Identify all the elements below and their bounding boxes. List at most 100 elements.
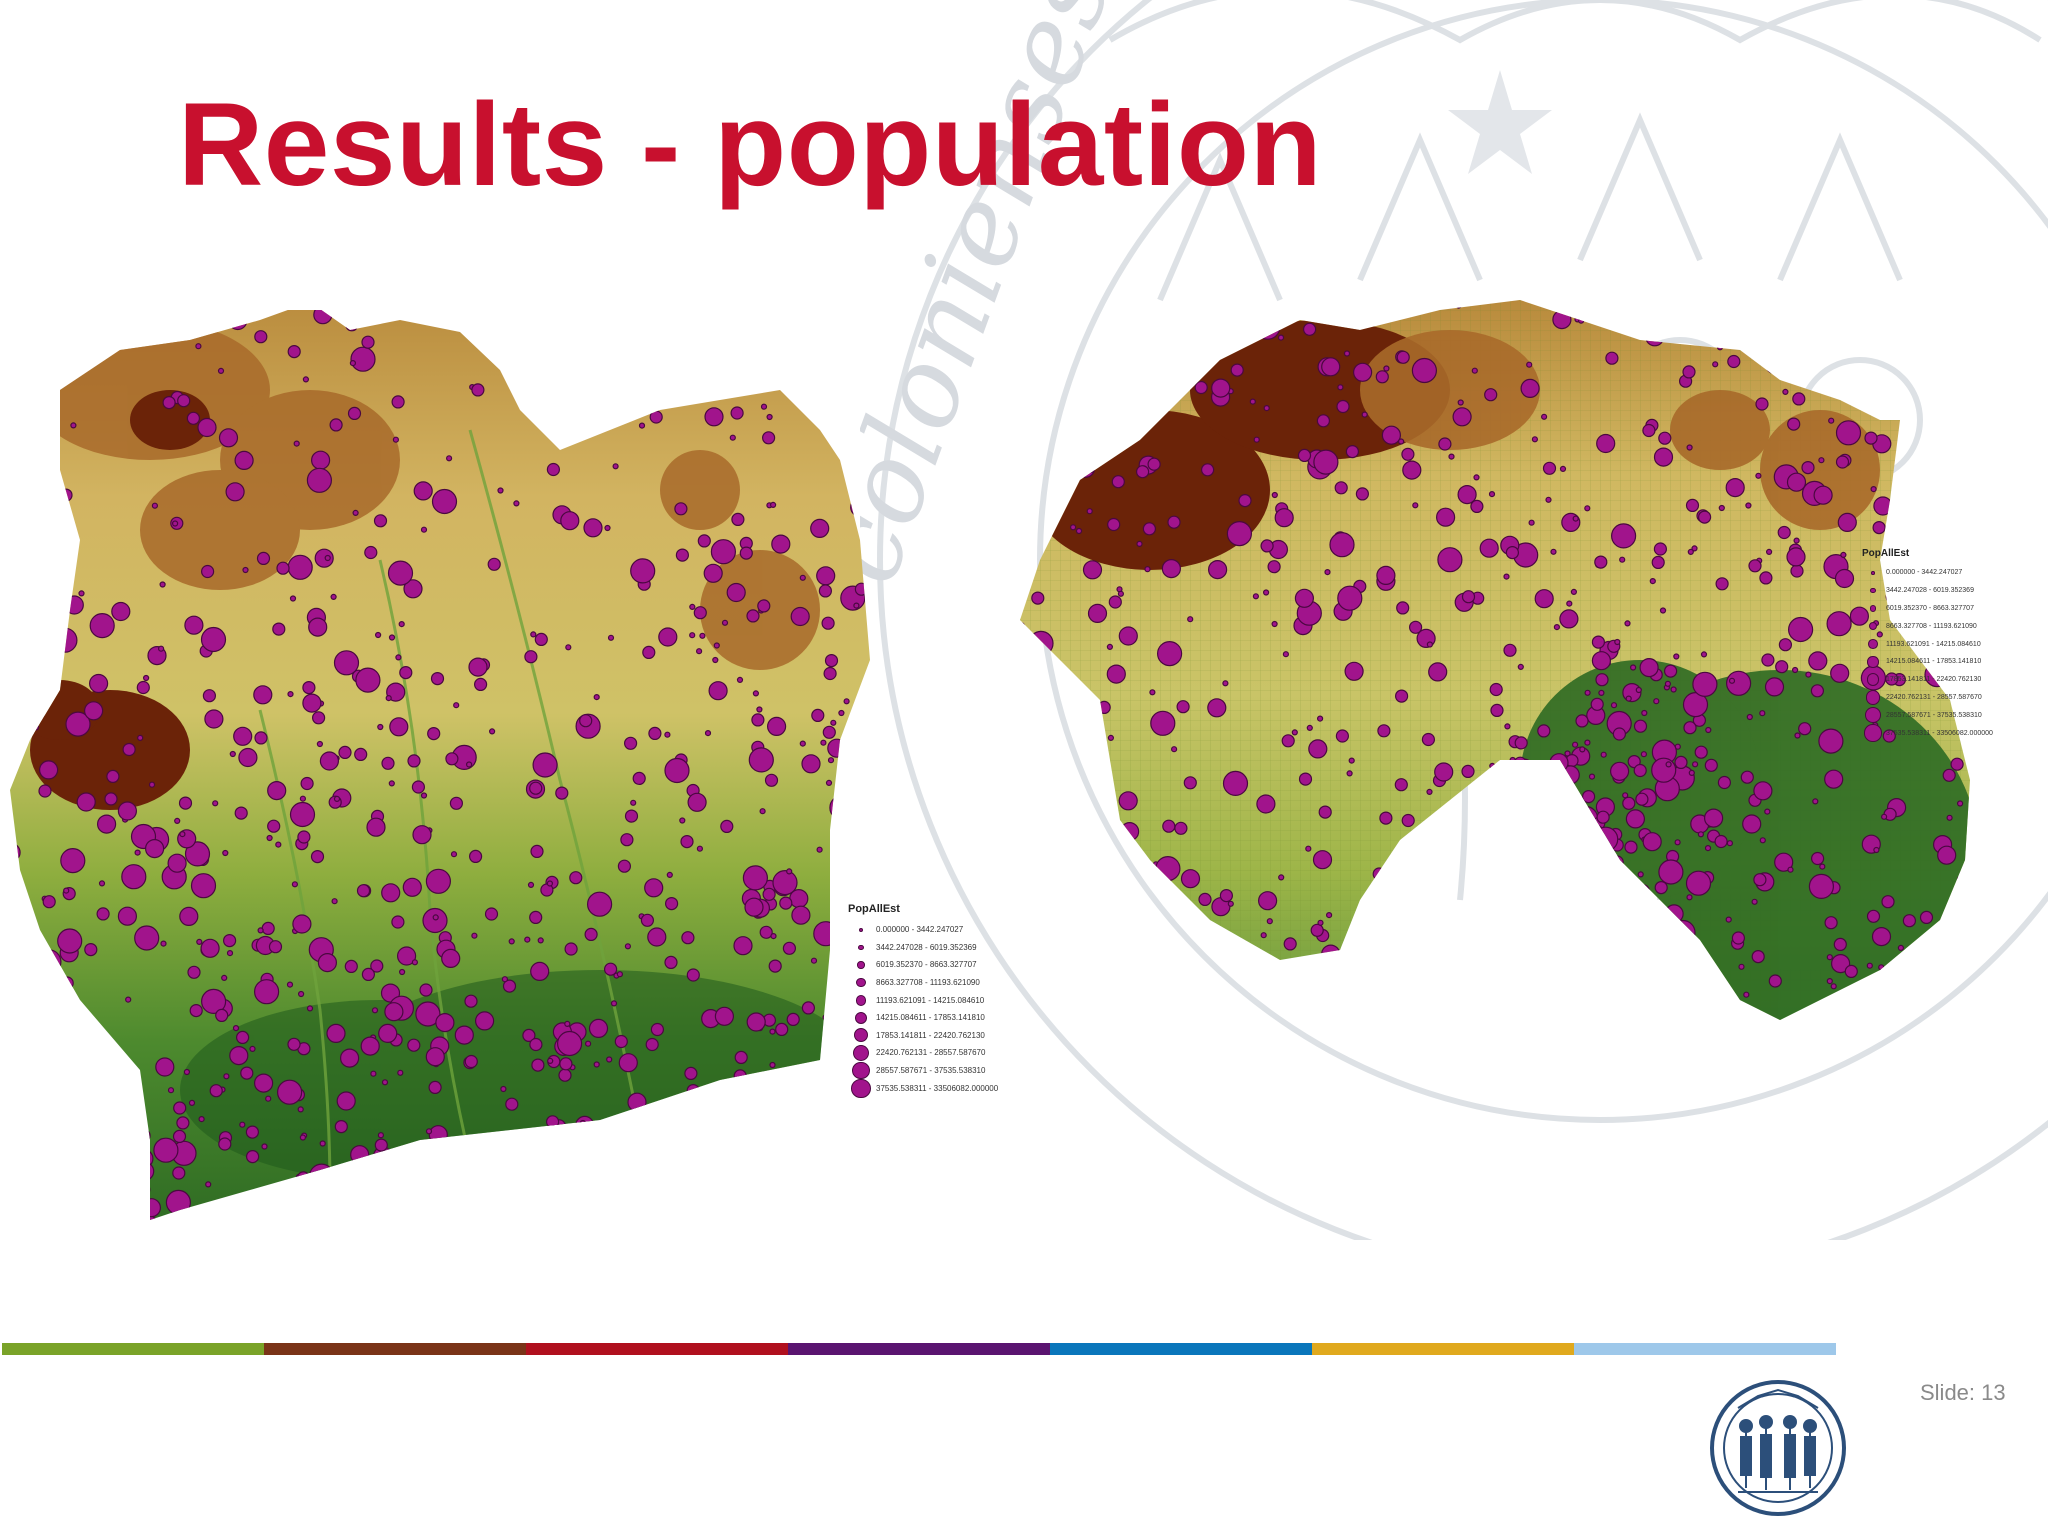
settlement-point <box>1048 916 1068 937</box>
settlement-point <box>1428 662 1448 682</box>
settlement-point <box>680 834 694 849</box>
settlement-point <box>839 856 847 863</box>
settlement-point <box>545 1115 560 1129</box>
settlement-point <box>454 1025 474 1045</box>
settlement-point <box>1166 300 1186 319</box>
settlement-point <box>1144 566 1151 573</box>
settlement-point <box>1139 955 1165 982</box>
settlement-point <box>119 1152 133 1166</box>
settlement-point <box>579 1119 587 1127</box>
settlement-point <box>665 1212 672 1219</box>
settlement-point <box>136 680 150 695</box>
settlement-point <box>111 1181 131 1201</box>
settlement-point <box>1685 870 1712 896</box>
settlement-point <box>1198 1120 1210 1132</box>
settlement-point <box>556 1030 583 1057</box>
settlement-point <box>527 881 535 889</box>
settlement-point <box>1505 546 1519 560</box>
settlement-point <box>849 874 856 881</box>
settlement-point <box>734 1165 748 1180</box>
settlement-point <box>296 1171 310 1185</box>
settlement-point <box>1624 840 1638 854</box>
settlement-point <box>645 1037 659 1052</box>
legend-title: PopAllEst <box>1862 548 1910 559</box>
settlement-point <box>806 317 821 331</box>
legend-item: 3442.247028 - 6019.352369 <box>848 939 1058 957</box>
settlement-point <box>1755 472 1762 479</box>
settlement-point <box>721 619 729 626</box>
settlement-point <box>1335 729 1349 743</box>
settlement-point <box>1395 689 1409 703</box>
settlement-point <box>730 406 744 420</box>
settlement-point <box>547 1057 554 1065</box>
settlement-point <box>1960 396 1970 416</box>
settlement-point <box>838 709 845 717</box>
settlement-point <box>1832 1031 1844 1043</box>
settlement-point <box>1118 353 1144 379</box>
settlement-point <box>704 407 724 427</box>
settlement-point <box>1764 354 1785 375</box>
settlement-point <box>1818 457 1825 464</box>
settlement-point <box>1786 472 1807 492</box>
settlement-point <box>1791 666 1799 674</box>
settlement-point <box>816 566 836 586</box>
settlement-point <box>276 561 290 575</box>
settlement-point <box>684 1066 698 1081</box>
settlement-point <box>420 526 428 533</box>
settlement-point <box>254 979 280 1005</box>
settlement-point <box>1787 866 1794 873</box>
settlement-point <box>1686 894 1693 901</box>
settlement-point <box>1065 689 1085 709</box>
settlement-point <box>352 509 359 516</box>
settlement-point <box>697 1150 711 1165</box>
settlement-point <box>1658 859 1684 885</box>
settlement-point <box>298 1227 303 1230</box>
color-bar-segment <box>1050 1343 1312 1355</box>
settlement-point <box>1489 682 1503 697</box>
settlement-point <box>1106 664 1126 684</box>
settlement-point <box>561 422 575 436</box>
settlement-point <box>713 642 720 649</box>
settlement-point <box>1880 813 1888 820</box>
settlement-point <box>10 1188 32 1214</box>
settlement-point <box>612 463 619 470</box>
settlement-point <box>1813 300 1834 312</box>
settlement-point <box>1910 1130 1928 1148</box>
settlement-point <box>623 736 638 750</box>
settlement-point <box>1528 519 1535 526</box>
settlement-point <box>355 667 381 693</box>
legend-label: 28557.587671 - 37535.538310 <box>1886 711 1982 719</box>
settlement-point <box>1238 1127 1256 1145</box>
settlement-point <box>91 1201 105 1216</box>
settlement-point <box>58 991 79 1011</box>
settlement-point <box>825 1172 839 1186</box>
settlement-point <box>1305 845 1312 852</box>
settlement-point <box>1743 991 1750 998</box>
settlement-point <box>1640 751 1648 758</box>
settlement-point <box>399 666 413 680</box>
settlement-point <box>1778 638 1793 652</box>
settlement-point <box>1288 1156 1306 1174</box>
settlement-point <box>1237 997 1251 1012</box>
settlement-point <box>309 1163 335 1189</box>
settlement-point <box>1939 1095 1944 1100</box>
settlement-point <box>1084 343 1091 350</box>
legend-label: 17853.141811 - 22420.762130 <box>1886 676 1982 684</box>
settlement-point <box>1321 944 1341 964</box>
settlement-point <box>736 1182 756 1202</box>
settlement-point <box>212 800 219 807</box>
settlement-point <box>574 1160 581 1168</box>
legend-item: 28557.587671 - 37535.538310 <box>1862 706 2048 724</box>
settlement-point <box>397 946 417 966</box>
settlement-point <box>604 524 611 532</box>
settlement-point <box>364 545 378 560</box>
settlement-point <box>187 965 201 979</box>
settlement-point <box>1427 824 1434 831</box>
settlement-point <box>233 726 253 746</box>
settlement-point <box>229 1045 249 1066</box>
settlement-point <box>1745 502 1752 509</box>
settlement-point <box>640 913 655 927</box>
settlement-point <box>370 1070 377 1077</box>
settlement-point <box>1145 353 1152 360</box>
settlement-point <box>766 413 773 421</box>
